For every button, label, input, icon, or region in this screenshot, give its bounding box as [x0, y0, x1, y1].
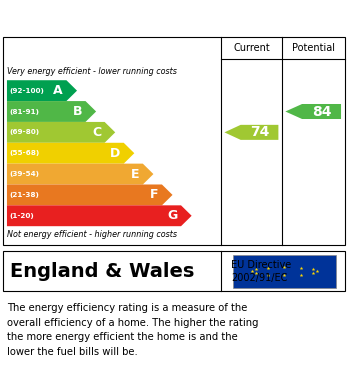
Polygon shape	[7, 143, 134, 164]
Text: 74: 74	[250, 126, 269, 139]
Text: England & Wales: England & Wales	[10, 262, 195, 281]
Text: (55-68): (55-68)	[10, 150, 40, 156]
Text: E: E	[131, 168, 139, 181]
Text: Potential: Potential	[292, 43, 335, 53]
Text: 84: 84	[312, 104, 331, 118]
Polygon shape	[7, 122, 115, 143]
Polygon shape	[285, 104, 341, 119]
Text: Energy Efficiency Rating: Energy Efficiency Rating	[60, 6, 288, 24]
Polygon shape	[7, 80, 77, 101]
Polygon shape	[7, 205, 192, 226]
Text: Current: Current	[233, 43, 270, 53]
Text: C: C	[92, 126, 101, 139]
Text: B: B	[72, 105, 82, 118]
Text: A: A	[53, 84, 63, 97]
Bar	[233, 255, 336, 288]
Text: Very energy efficient - lower running costs: Very energy efficient - lower running co…	[7, 67, 177, 76]
Text: Not energy efficient - higher running costs: Not energy efficient - higher running co…	[7, 230, 177, 239]
Text: The energy efficiency rating is a measure of the
overall efficiency of a home. T: The energy efficiency rating is a measur…	[7, 303, 259, 357]
Text: (92-100): (92-100)	[10, 88, 45, 94]
Polygon shape	[224, 125, 278, 140]
Polygon shape	[7, 164, 153, 185]
Text: (21-38): (21-38)	[10, 192, 40, 198]
Text: D: D	[110, 147, 120, 160]
Text: F: F	[150, 188, 158, 201]
Text: 2002/91/EC: 2002/91/EC	[231, 273, 288, 283]
Text: (39-54): (39-54)	[10, 171, 40, 177]
Text: (81-91): (81-91)	[10, 109, 40, 115]
Polygon shape	[7, 101, 96, 122]
Text: (69-80): (69-80)	[10, 129, 40, 135]
Polygon shape	[7, 185, 173, 205]
Text: EU Directive: EU Directive	[231, 260, 292, 270]
Text: G: G	[167, 209, 177, 222]
Text: (1-20): (1-20)	[10, 213, 34, 219]
